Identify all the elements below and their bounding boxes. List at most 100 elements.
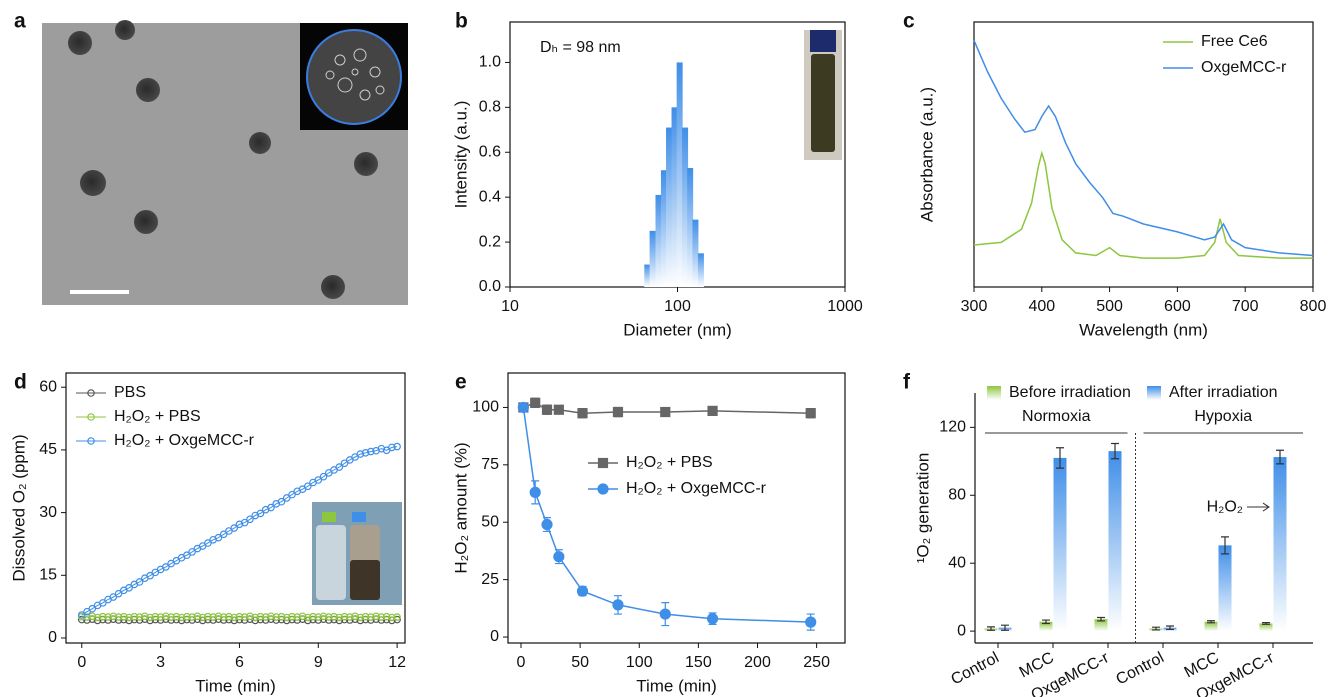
marker — [198, 613, 207, 622]
marker — [219, 530, 228, 539]
plot-frame — [65, 372, 406, 644]
y-axis-label: H₂O₂ amount (%) — [451, 442, 470, 573]
vial — [316, 525, 346, 600]
vial-sediment — [350, 560, 380, 600]
marker — [277, 612, 286, 621]
marker — [204, 612, 212, 621]
x-tick-label: Control — [1113, 649, 1167, 688]
marker — [104, 613, 112, 621]
marker — [240, 613, 249, 621]
marker — [120, 612, 128, 621]
x-tick-label: 12 — [388, 654, 406, 671]
legend-label: H₂O₂ + OxgeMCC-r — [114, 432, 255, 449]
marker — [235, 612, 244, 621]
marker — [246, 612, 254, 621]
marker — [377, 613, 386, 621]
marker — [230, 613, 238, 622]
legend-label: PBS — [114, 384, 146, 401]
marker — [367, 447, 375, 456]
y-tick-label: 0 — [48, 629, 57, 646]
vial-tag — [322, 512, 336, 522]
x-tick-label: 50 — [571, 654, 589, 671]
bar — [649, 230, 656, 287]
marker — [235, 520, 244, 529]
marker — [88, 612, 97, 621]
x-tick-label: 10 — [501, 298, 519, 315]
o2-photo — [312, 502, 402, 605]
marker — [660, 406, 671, 418]
y-tick-label: 75 — [481, 456, 499, 473]
marker — [214, 612, 223, 621]
legend-label: After irradiation — [1169, 384, 1278, 401]
marker — [162, 612, 170, 621]
marker — [335, 613, 344, 622]
error-bar — [1111, 442, 1119, 460]
y-tick-label: 0.8 — [479, 99, 501, 116]
marker — [109, 612, 118, 621]
vial — [811, 54, 835, 152]
line — [973, 40, 1314, 257]
error-bar — [1056, 447, 1064, 469]
marker — [576, 585, 589, 597]
marker — [251, 613, 260, 622]
error-bar — [1166, 625, 1174, 631]
marker — [659, 608, 671, 620]
group-label: Normoxia — [1022, 408, 1091, 425]
marker — [256, 612, 265, 621]
bar — [1108, 451, 1122, 632]
marker — [98, 612, 107, 621]
vial-cap — [810, 30, 836, 52]
marker — [87, 389, 95, 397]
x-axis-label: Time (min) — [636, 676, 717, 695]
marker — [541, 518, 553, 531]
marker — [805, 408, 816, 419]
bar — [660, 170, 667, 287]
vial-tag — [352, 512, 366, 522]
marker — [88, 604, 97, 613]
nanoparticles — [68, 20, 378, 299]
line — [522, 407, 811, 623]
plot-frame — [507, 372, 846, 644]
y-tick-label: 30 — [39, 504, 57, 521]
marker — [346, 613, 354, 621]
panel-label: e — [455, 371, 467, 394]
marker — [541, 404, 553, 415]
y-tick-label: 0 — [490, 628, 499, 645]
marker — [151, 612, 160, 621]
bar — [644, 264, 651, 287]
bar — [697, 253, 704, 287]
error-bar — [1097, 616, 1105, 622]
bar — [1053, 457, 1067, 632]
bar — [671, 107, 678, 287]
legend-label: H₂O₂ + PBS — [626, 454, 713, 471]
x-tick-label: 200 — [744, 654, 771, 671]
marker — [225, 612, 233, 621]
legend-swatch — [1147, 386, 1161, 400]
bar — [1094, 619, 1108, 632]
marker — [77, 611, 86, 619]
plot-frame — [973, 21, 1314, 288]
y-axis-label: Absorbance (a.u.) — [917, 87, 936, 222]
marker — [361, 449, 370, 457]
marker — [351, 612, 359, 621]
bar — [1273, 457, 1287, 632]
marker — [597, 483, 609, 495]
marker — [553, 551, 565, 563]
x-tick-label: 100 — [626, 654, 653, 671]
annotation: Dₕ = 98 nm — [540, 39, 621, 56]
marker — [125, 613, 133, 622]
marker — [303, 613, 312, 622]
annotation: H₂O₂ — [1207, 498, 1243, 515]
marker — [135, 578, 144, 586]
y-tick-label: 50 — [481, 513, 499, 530]
x-tick-label: 6 — [235, 654, 244, 671]
bar — [666, 127, 673, 288]
marker — [204, 539, 212, 547]
bar — [1204, 621, 1218, 632]
marker — [183, 612, 191, 621]
x-tick-label: 300 — [961, 298, 988, 315]
marker — [612, 406, 624, 418]
marker — [393, 442, 401, 451]
marker — [146, 571, 154, 580]
tem-inset-particles — [325, 48, 385, 101]
